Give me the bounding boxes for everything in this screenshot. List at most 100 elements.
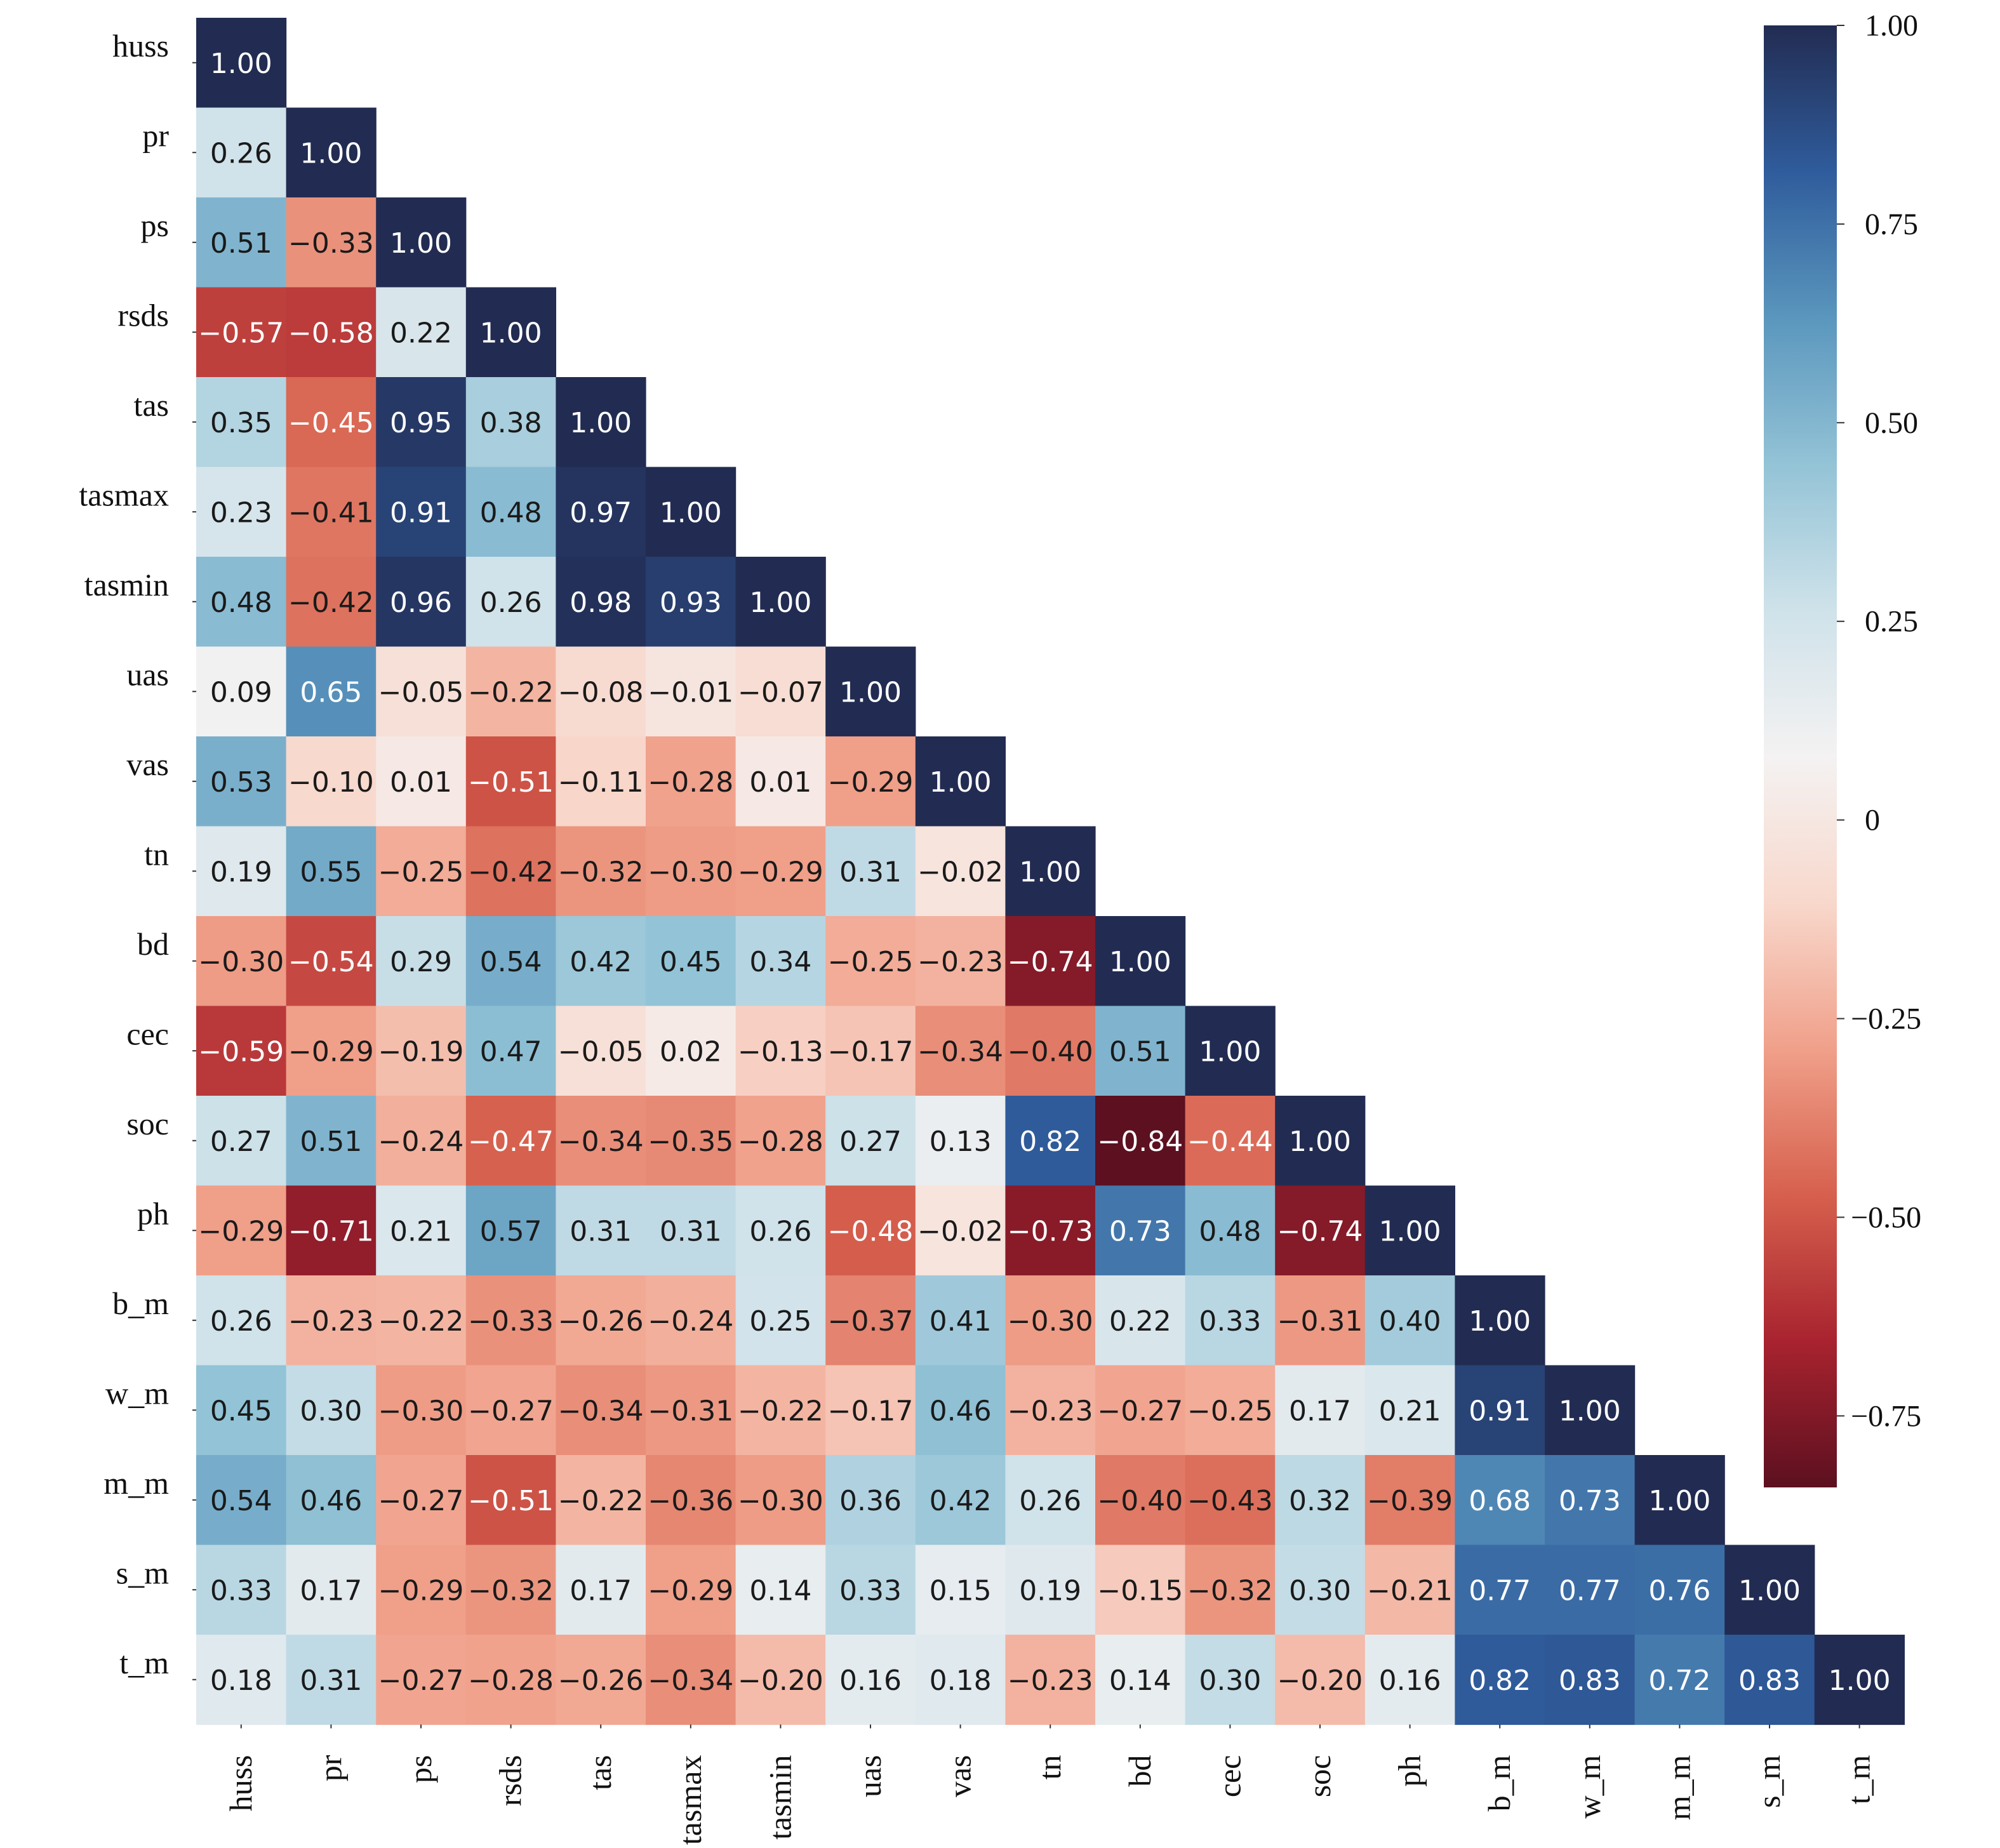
cell-value-label: −0.43 — [1187, 1485, 1273, 1517]
x-tick-label-tas: tas — [582, 1755, 618, 1791]
cell-value-label: −0.27 — [468, 1395, 554, 1427]
colorbar: 1.00 0.75 0.50 0.25 0 −0.25 −0.50 −0.75 — [1764, 9, 1921, 1487]
y-tick-label-uas: uas — [126, 656, 169, 692]
heatmap-cell-vas-pr — [286, 736, 377, 827]
cell-value-label: −0.15 — [1097, 1574, 1183, 1607]
cell-value-label: 0.26 — [480, 587, 542, 619]
heatmap-cell-tn-uas — [825, 826, 916, 917]
cell-value-label: 0.30 — [300, 1395, 362, 1427]
heatmap-cell-b_m-tas — [556, 1275, 646, 1366]
heatmap-cell-b_m-uas — [825, 1275, 916, 1366]
heatmap-cell-b_m-bd — [1095, 1275, 1186, 1366]
cell-value-label: 0.55 — [300, 856, 362, 888]
heatmap-cell-w_m-bd — [1095, 1365, 1186, 1456]
heatmap-cell-tn-tasmax — [646, 826, 737, 917]
heatmap-cell-rsds-pr — [286, 287, 377, 378]
heatmap-cell-b_m-ph — [1364, 1275, 1455, 1366]
cell-value-label: −0.40 — [1097, 1485, 1183, 1517]
heatmap-cell-bd-rsds — [465, 916, 556, 1007]
heatmap-cell-t_m-soc — [1275, 1635, 1366, 1725]
heatmap-cell-cec-rsds — [465, 1006, 556, 1096]
cell-value-label: 0.57 — [480, 1215, 542, 1247]
heatmap-cell-vas-uas — [825, 736, 916, 827]
cell-value-label: −0.02 — [917, 1215, 1003, 1247]
cell-value-label: 0.21 — [390, 1215, 452, 1247]
heatmap-cell-cec-tn — [1005, 1006, 1096, 1096]
cell-value-label: −0.34 — [558, 1126, 644, 1158]
heatmap-cell-t_m-tn — [1005, 1635, 1096, 1725]
cell-value-label: 0.26 — [1019, 1485, 1081, 1517]
cell-value-label: −0.33 — [288, 227, 374, 260]
x-tick-label-soc: soc — [1302, 1755, 1337, 1798]
heatmap-cell-s_m-b_m — [1455, 1545, 1545, 1635]
cell-value-label: 0.72 — [1648, 1665, 1710, 1697]
heatmap-cell-ph-ph — [1364, 1185, 1455, 1276]
cell-value-label: 1.00 — [1019, 856, 1081, 888]
cell-value-label: 0.31 — [660, 1215, 722, 1247]
heatmap-cells: 1.00 0.26 1.00 0.51 −0.33 1.00 −0.57 −0.58 0.22 1… — [196, 18, 1905, 1725]
heatmap-cell-cec-tasmin — [735, 1006, 826, 1096]
cell-value-label: −0.32 — [558, 856, 644, 888]
heatmap-cell-b_m-vas — [915, 1275, 1006, 1366]
cell-value-label: −0.51 — [468, 1485, 554, 1517]
heatmap-cell-t_m-rsds — [465, 1635, 556, 1725]
heatmap-cell-w_m-b_m — [1455, 1365, 1545, 1456]
cell-value-label: −0.41 — [288, 496, 374, 529]
cell-value-label: −0.28 — [468, 1665, 554, 1697]
heatmap-cell-s_m-ph — [1364, 1545, 1455, 1635]
heatmap-cell-b_m-rsds — [465, 1275, 556, 1366]
heatmap-cell-ph-cec — [1185, 1185, 1276, 1276]
cell-value-label: 0.51 — [210, 227, 272, 260]
heatmap-cell-tn-vas — [915, 826, 1006, 917]
y-tick-label-rsds: rsds — [117, 297, 169, 333]
heatmap-cell-m_m-cec — [1185, 1455, 1276, 1546]
heatmap-cell-bd-tas — [556, 916, 646, 1007]
heatmap-cell-t_m-m_m — [1634, 1635, 1725, 1725]
cell-value-label: −0.22 — [378, 1305, 464, 1338]
heatmap-cell-s_m-tn — [1005, 1545, 1096, 1635]
heatmap-cell-cec-ps — [376, 1006, 467, 1096]
cell-value-label: 0.30 — [1199, 1665, 1261, 1697]
heatmap-cell-w_m-tasmin — [735, 1365, 826, 1456]
heatmap-cell-tn-ps — [376, 826, 467, 917]
cell-value-label: −0.45 — [288, 407, 374, 439]
cell-value-label: 0.47 — [480, 1035, 542, 1068]
cell-value-label: 1.00 — [660, 496, 722, 529]
cell-value-label: −0.30 — [1008, 1305, 1093, 1338]
cell-value-label: 0.98 — [570, 587, 632, 619]
heatmap-cell-ph-huss — [196, 1185, 287, 1276]
heatmap-cell-tn-huss — [196, 826, 287, 917]
heatmap-cell-w_m-rsds — [465, 1365, 556, 1456]
y-tick-label-huss: huss — [112, 28, 169, 63]
cell-value-label: 1.00 — [839, 676, 902, 708]
heatmap-cell-huss-huss — [196, 18, 287, 109]
heatmap-cell-s_m-pr — [286, 1545, 377, 1635]
cell-value-label: −0.25 — [828, 946, 914, 978]
cell-value-label: 0.18 — [930, 1665, 992, 1697]
heatmap-cell-pr-huss — [196, 107, 287, 198]
colorbar-tick-label: 1.00 — [1865, 9, 1918, 43]
cell-value-label: −0.73 — [1008, 1215, 1093, 1247]
heatmap-cell-w_m-w_m — [1545, 1365, 1636, 1456]
heatmap-cell-s_m-tasmax — [646, 1545, 737, 1635]
cell-value-label: 0.96 — [390, 587, 452, 619]
cell-value-label: 1.00 — [1648, 1485, 1710, 1517]
y-tick-label-b_m: b_m — [112, 1286, 169, 1321]
heatmap-cell-m_m-ph — [1364, 1455, 1455, 1546]
cell-value-label: 0.68 — [1469, 1485, 1531, 1517]
cell-value-label: −0.33 — [468, 1305, 554, 1338]
cell-value-label: −0.32 — [1187, 1574, 1273, 1607]
heatmap-cell-uas-tasmax — [646, 646, 737, 737]
x-tick-label-w_m: w_m — [1571, 1755, 1607, 1818]
cell-value-label: 1.00 — [749, 587, 811, 619]
x-axis-labels: huss pr ps rsds tas tasmax tasmin uas vas tn bd cec… — [223, 1724, 1877, 1845]
x-tick-label-huss: huss — [223, 1755, 258, 1812]
x-tick-label-ps: ps — [403, 1755, 438, 1783]
cell-value-label: 0.27 — [839, 1126, 902, 1158]
cell-value-label: −0.47 — [468, 1126, 554, 1158]
heatmap-cell-rsds-ps — [376, 287, 467, 378]
cell-value-label: −0.28 — [648, 766, 733, 799]
heatmap-cell-ph-bd — [1095, 1185, 1186, 1276]
cell-value-label: −0.23 — [1008, 1395, 1093, 1427]
heatmap-cell-w_m-tasmax — [646, 1365, 737, 1456]
